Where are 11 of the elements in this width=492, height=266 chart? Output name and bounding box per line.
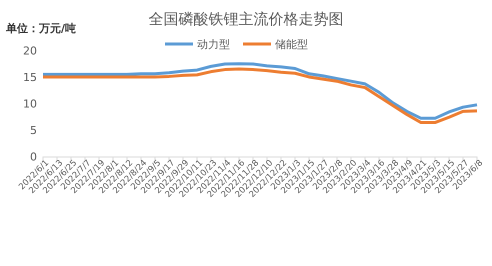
y-tick-label: 5 <box>30 124 37 138</box>
y-axis-title: 单位：万元/吨 <box>5 22 76 35</box>
y-tick-label: 10 <box>23 98 37 111</box>
line-series <box>42 68 478 124</box>
line-series <box>42 62 478 120</box>
y-tick-label: 20 <box>23 44 37 58</box>
y-tick-label: 15 <box>23 71 37 84</box>
y-tick-label: 0 <box>30 150 37 164</box>
legend-label: 储能型 <box>275 38 308 51</box>
chart-title: 全国磷酸铁锂主流价格走势图 <box>148 10 344 28</box>
legend-label: 动力型 <box>197 38 230 51</box>
